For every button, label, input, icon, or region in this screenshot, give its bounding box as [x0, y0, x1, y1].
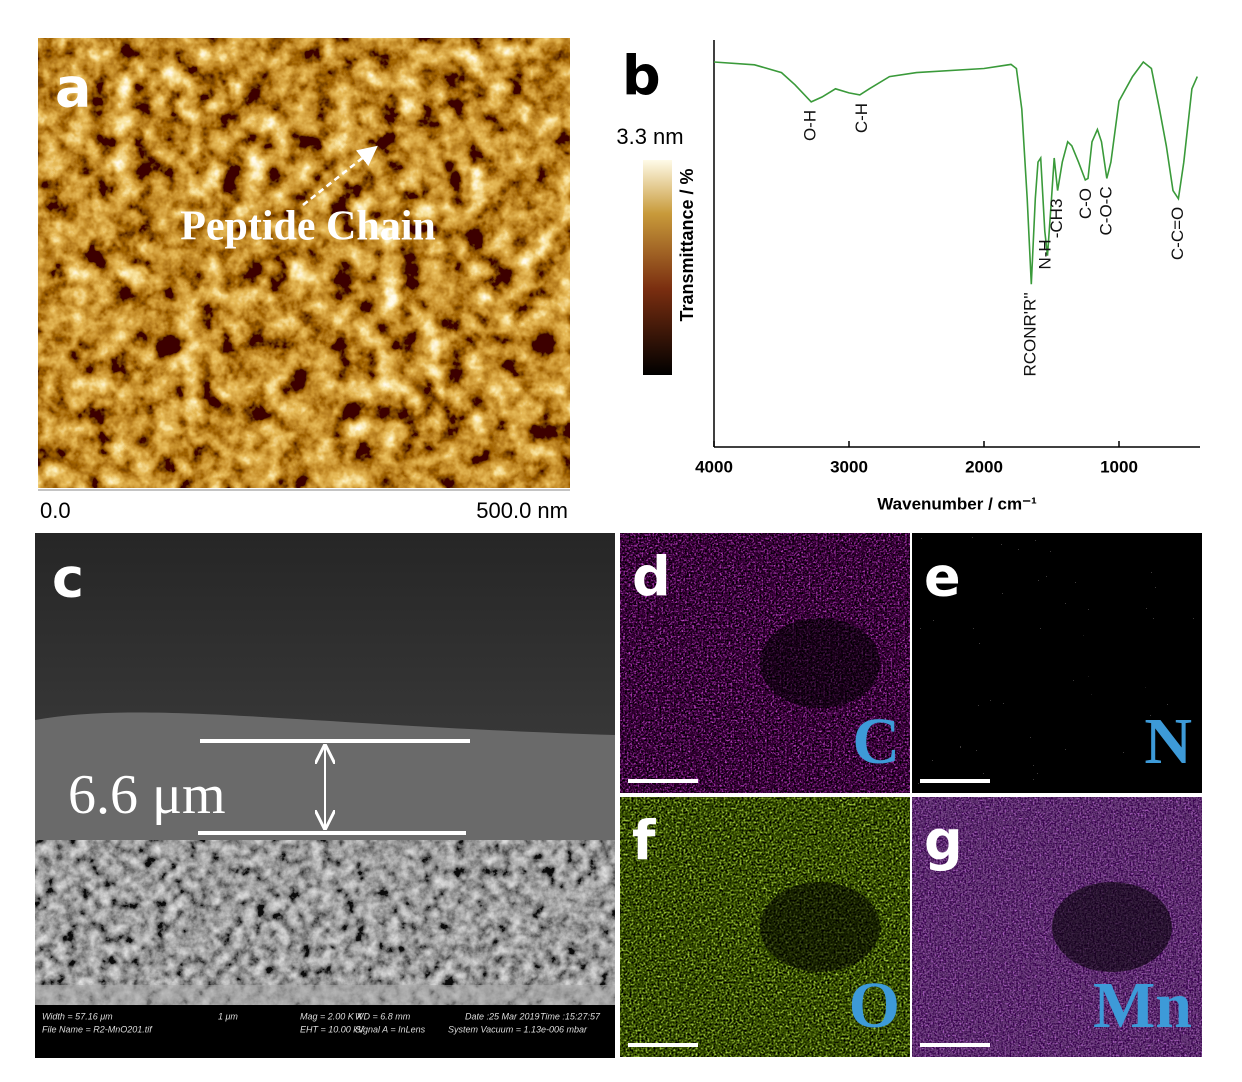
sem-texture — [35, 840, 615, 1005]
annotation: Peptide Chain — [180, 204, 436, 250]
map-void — [760, 882, 880, 972]
panel-label: a — [55, 57, 91, 120]
x-tick-label: 3000 — [830, 457, 868, 476]
spectrum — [713, 60, 1199, 285]
info-bar — [35, 1005, 615, 1058]
element-label: Mn — [1093, 969, 1192, 1042]
scale-bar — [920, 779, 990, 783]
scale-label: 0.0 — [40, 498, 71, 523]
scale-bar — [920, 1043, 990, 1047]
map-void — [760, 618, 880, 708]
colorbar-label: 3.3 nm — [616, 124, 683, 149]
x-tick-label: 2000 — [965, 457, 1003, 476]
scale-bar — [628, 779, 698, 783]
peak-label: C-O-C — [1096, 186, 1115, 235]
chart: 4000 3000 2000 1000 Wavenumber / cm⁻¹ Transmi… — [622, 40, 1200, 513]
panel-label: b — [622, 45, 661, 108]
thickness-label: 6.6 μm — [68, 764, 226, 826]
arrow — [302, 145, 378, 206]
element-label: N — [1144, 705, 1192, 778]
scale-label: 500.0 nm — [476, 498, 568, 523]
info-group: Width = 57.16 μm File Name = R2-MnO201.ti… — [42, 1011, 601, 1034]
peak-label: C-H — [852, 103, 871, 133]
peak-label: RCONR'R'' — [1021, 292, 1040, 376]
map-void — [1052, 618, 1172, 708]
panel-label: f — [632, 810, 656, 873]
x-tick-label: 1000 — [1100, 457, 1138, 476]
info-text: Signal A = InLens — [355, 1024, 426, 1034]
x-tick-label: 4000 — [695, 457, 733, 476]
x-axis-label: Wavenumber / cm⁻¹ — [877, 494, 1037, 513]
info-text: Width = 57.16 μm — [42, 1011, 113, 1021]
panel-label: d — [632, 546, 671, 609]
maps: d Ce Nf Og Mn — [620, 533, 1202, 1057]
peak-label: N-H — [1036, 239, 1055, 269]
peak-label: -CH3 — [1047, 199, 1066, 239]
info-text: System Vacuum = 1.13e-006 mbar — [448, 1024, 588, 1034]
panel-label: e — [924, 546, 961, 609]
info-text: Mag = 2.00 K X — [300, 1011, 363, 1021]
panel-label: c — [52, 547, 84, 610]
y-axis-label: Transmittance / % — [677, 168, 697, 321]
info-text: 1 μm — [218, 1011, 238, 1021]
colorbar — [643, 160, 672, 375]
element-label: C — [852, 705, 900, 778]
panel-label: g — [924, 810, 963, 873]
peak-label: O-H — [801, 110, 820, 141]
info-text: File Name = R2-MnO201.tif — [42, 1024, 153, 1034]
afm-image — [38, 38, 570, 488]
map-void — [1052, 882, 1172, 972]
scale-bar — [628, 1043, 698, 1047]
info-text: Date :25 Mar 2019 — [465, 1011, 540, 1021]
peak-label: C-O — [1076, 188, 1095, 219]
info-text: Time :15:27:57 — [540, 1011, 601, 1021]
peak-label: C-C=O — [1168, 207, 1187, 260]
element-label: O — [849, 969, 900, 1042]
info-text: EHT = 10.00 kV — [300, 1024, 365, 1034]
info-text: WD = 6.8 mm — [355, 1011, 411, 1021]
sem-substrate — [35, 985, 615, 1005]
